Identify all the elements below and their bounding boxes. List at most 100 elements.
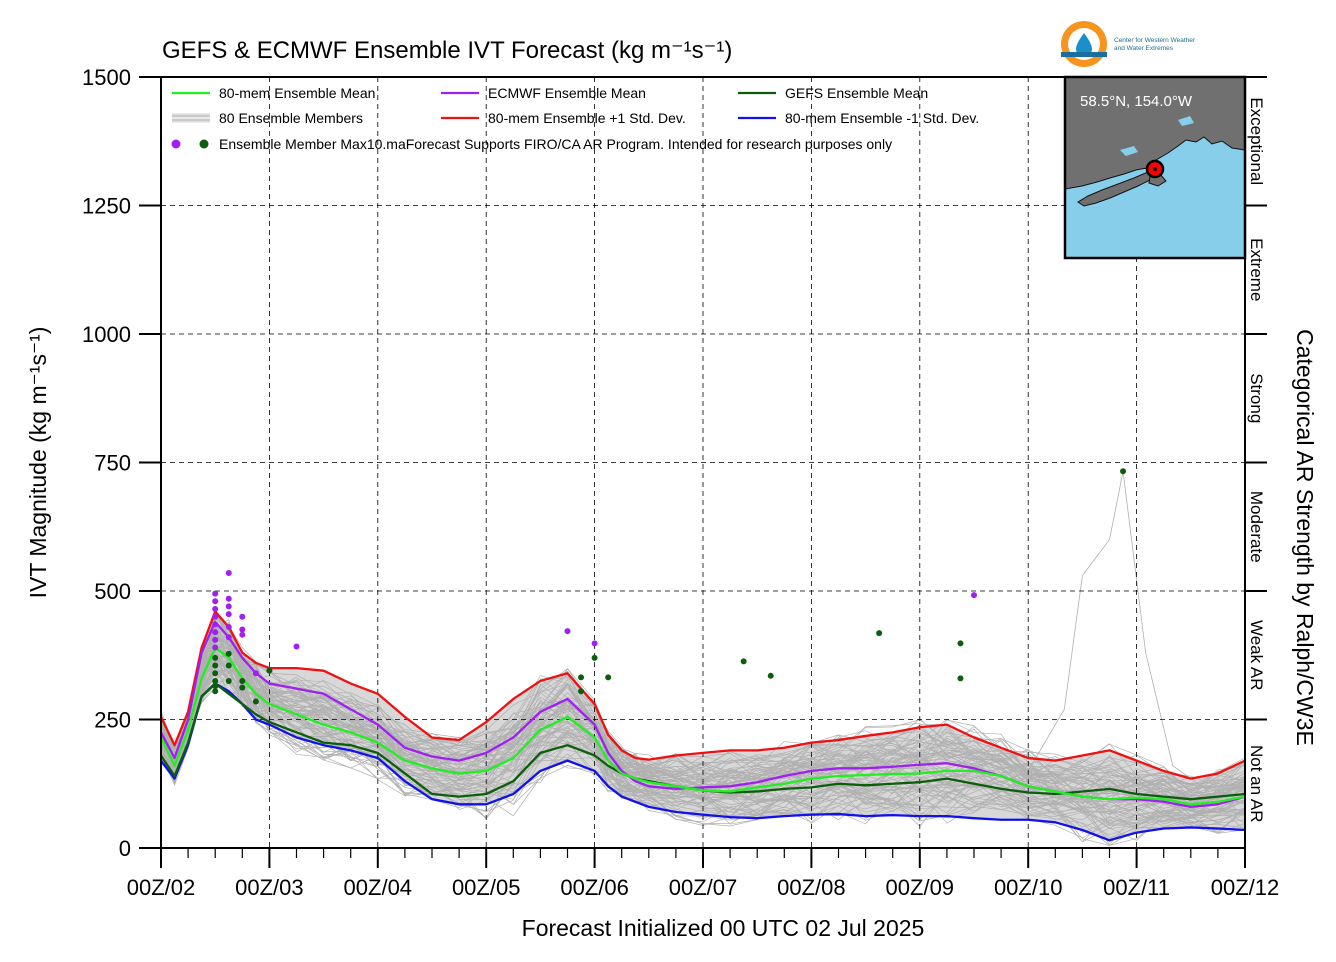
ecmwf-max-point [212, 590, 219, 597]
ensemble-member-line [160, 664, 1246, 836]
gefs-max-point [212, 662, 219, 669]
inset-coastline [1064, 136, 1246, 190]
ensemble-member-line [160, 643, 1246, 809]
x-tick-label: 00Z/12 [1211, 875, 1280, 900]
location-marker-dot [1153, 167, 1157, 171]
series-line-0 [159, 646, 1246, 806]
legend-label: 80-mem Ensemble +1 Std. Dev. [488, 110, 686, 126]
inset-land-peninsula [1077, 169, 1162, 207]
water-drop-icon [1076, 33, 1092, 57]
legend-label: Ensemble Member Max10.maForecast Support… [219, 136, 892, 152]
ensemble-member-line [160, 617, 1246, 800]
x-tick-label: 00Z/11 [1103, 875, 1170, 900]
logo-text-line2: and Water Extremes [1114, 45, 1174, 52]
gefs-max-point [252, 698, 259, 705]
gefs-max-point [578, 674, 585, 681]
ensemble-member-line [160, 625, 1246, 786]
ecmwf-max-point [971, 592, 977, 599]
ensemble-member-line [160, 628, 1246, 801]
ecmwf-max-point [212, 621, 219, 628]
y-axis-title: IVT Magnitude (kg m⁻¹s⁻¹) [25, 327, 51, 599]
ecmwf-max-point [239, 613, 246, 620]
series-line-3 [159, 610, 1246, 780]
gefs-max-point [876, 630, 883, 637]
legend-label: GEFS Ensemble Mean [785, 85, 928, 101]
right-axis-title: Categorical AR Strength by Ralph/CW3E [1292, 329, 1318, 746]
y-tick-label: 1000 [82, 322, 131, 347]
category-label: Extreme [1247, 238, 1266, 301]
y-tick-label: 0 [119, 836, 131, 861]
series-line-4 [160, 682, 1246, 842]
ecmwf-max-point [212, 605, 219, 612]
x-tick-label: 00Z/08 [777, 875, 846, 900]
category-label: Weak AR [1247, 620, 1266, 691]
gefs-max-point [1120, 468, 1127, 475]
inset-lake-small [1178, 116, 1194, 126]
legend-label: 80-mem Ensemble -1 Std. Dev. [785, 110, 979, 126]
gefs-max-point [266, 667, 273, 674]
x-tick-label: 00Z/10 [994, 875, 1063, 900]
ecmwf-max-point [225, 611, 232, 618]
x-tick-label: 00Z/07 [669, 875, 738, 900]
x-tick-label: 00Z/04 [344, 875, 413, 900]
ensemble-member-line [160, 668, 1246, 846]
legend-dot-ecmwf [171, 139, 181, 149]
legend-dot-gefs [199, 139, 209, 149]
gefs-max-point [212, 677, 219, 684]
category-label: Strong [1247, 373, 1266, 423]
category-label: Not an AR [1247, 745, 1266, 823]
legend-label: 80 Ensemble Members [219, 110, 363, 126]
gefs-max-point [767, 672, 774, 679]
location-inset-map: 58.5°N, 154.0°W [1063, 75, 1247, 260]
gefs-max-point [212, 670, 219, 677]
x-axis-title: Forecast Initialized 00 UTC 02 Jul 2025 [522, 915, 925, 941]
ecmwf-max-point [212, 636, 219, 643]
chart-title: GEFS & ECMWF Ensemble IVT Forecast (kg m… [162, 37, 732, 64]
gefs-max-point [957, 640, 964, 647]
gefs-max-point [212, 683, 219, 690]
inset-frame [1063, 75, 1247, 260]
ecmwf-max-point [564, 628, 571, 635]
x-tick-label: 00Z/06 [560, 875, 629, 900]
legend-label: 80-mem Ensemble Mean [219, 85, 375, 101]
legend: 80-mem Ensemble Mean ECMWF Ensemble Mean G… [171, 85, 979, 152]
x-tick-label: 00Z/02 [127, 875, 196, 900]
ecmwf-max-point [225, 623, 232, 630]
logo-wave-icon [1061, 52, 1107, 57]
ensemble-member-line [160, 632, 1246, 795]
gefs-max-point [225, 650, 232, 657]
logo-text-line1: Center for Western Weather [1114, 37, 1196, 44]
gefs-max-point [239, 677, 246, 684]
ensemble-member-line [160, 682, 1246, 843]
category-label: Exceptional [1247, 97, 1266, 185]
ecmwf-max-point [591, 640, 598, 647]
ecmwf-max-point [239, 631, 246, 638]
gefs-max-point [957, 675, 964, 682]
inset-location-label: 58.5°N, 154.0°W [1080, 93, 1193, 110]
ensemble-member-line [160, 683, 1246, 825]
y-tick-label: 1500 [82, 65, 131, 90]
cw3e-logo: Center for Western Weather and Water Ext… [1061, 21, 1196, 67]
ensemble-member-line [160, 618, 1246, 795]
gefs-max-point [212, 654, 219, 661]
ecmwf-max-point [212, 613, 219, 620]
ecmwf-max-point [293, 643, 300, 650]
plot-area: 0 250 500 750 1000 1250 1500 00Z/02 00Z/03 00Z/04… [25, 65, 1318, 941]
gefs-max-point [740, 658, 747, 665]
y-tick-label: 750 [94, 451, 131, 476]
ecmwf-max-point [252, 670, 259, 677]
gefs-max-point [212, 688, 219, 695]
gefs-max-point [578, 688, 585, 695]
ecmwf-max-point [225, 634, 232, 641]
ecmwf-max-point [212, 598, 219, 605]
ensemble-member-line [160, 640, 1246, 803]
x-tick-label: 00Z/03 [235, 875, 304, 900]
inset-land-north [1065, 77, 1245, 189]
gefs-max-point [605, 674, 612, 681]
y-tick-label: 500 [94, 579, 131, 604]
y-tick-label: 1250 [82, 194, 131, 219]
ecmwf-max-point [225, 570, 232, 577]
gefs-max-point [239, 684, 246, 691]
gefs-max-point [225, 662, 232, 669]
